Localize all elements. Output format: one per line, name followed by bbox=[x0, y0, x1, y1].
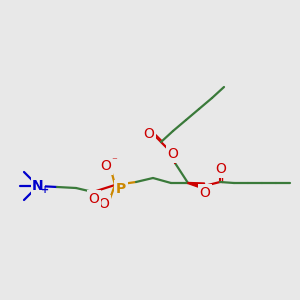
Text: +: + bbox=[41, 185, 49, 195]
Text: O: O bbox=[100, 159, 111, 173]
Text: N: N bbox=[32, 179, 44, 193]
Text: P: P bbox=[116, 182, 126, 196]
Text: O: O bbox=[168, 147, 178, 161]
Text: O: O bbox=[216, 162, 226, 176]
Text: O: O bbox=[99, 197, 110, 211]
Text: ⁻: ⁻ bbox=[111, 156, 117, 166]
Text: O: O bbox=[88, 192, 99, 206]
Text: O: O bbox=[200, 186, 210, 200]
Polygon shape bbox=[188, 182, 205, 189]
Text: O: O bbox=[144, 127, 154, 141]
